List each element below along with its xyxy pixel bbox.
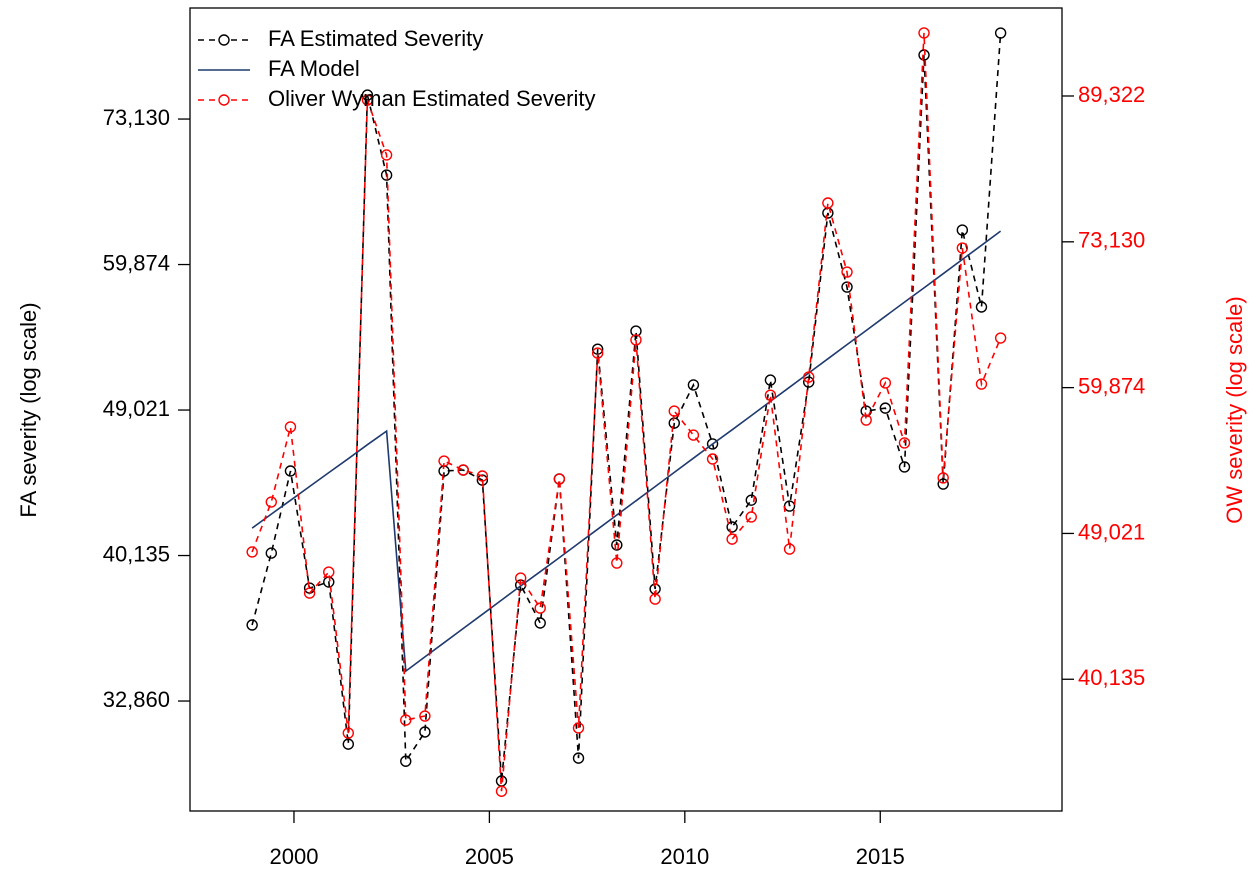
point: [400, 714, 412, 726]
x-tick-label: 2000: [269, 844, 318, 869]
y2-tick-label: 59,874: [1078, 373, 1145, 398]
legend-marker: [218, 34, 230, 46]
point: [246, 619, 258, 631]
point: [514, 572, 527, 584]
point: [630, 325, 642, 337]
y-tick-label: 59,874: [103, 250, 170, 275]
point: [553, 473, 566, 485]
point: [764, 389, 777, 401]
point: [668, 405, 680, 417]
point: [380, 169, 393, 181]
point: [706, 453, 719, 465]
point: [822, 197, 834, 209]
point: [649, 593, 661, 605]
point: [323, 566, 335, 578]
x-tick-label: 2010: [660, 844, 709, 869]
point: [419, 726, 431, 738]
point: [284, 421, 297, 433]
point: [783, 543, 796, 555]
point: [284, 465, 297, 477]
y-tick-label: 40,135: [103, 541, 170, 566]
point: [400, 755, 412, 767]
point: [476, 470, 489, 482]
point: [611, 539, 623, 551]
point: [687, 429, 700, 441]
point: [994, 27, 1007, 39]
point: [879, 377, 892, 389]
point: [898, 437, 911, 449]
point: [726, 533, 738, 545]
legend-label: FA Model: [268, 56, 360, 81]
point: [630, 334, 642, 346]
point: [994, 332, 1007, 344]
point: [898, 461, 911, 473]
point: [745, 494, 757, 506]
point: [841, 281, 853, 293]
point: [803, 371, 815, 383]
y-axis-label: FA severity (log scale): [16, 302, 41, 517]
point: [380, 149, 393, 161]
point: [687, 379, 700, 391]
point: [419, 710, 431, 722]
point: [956, 224, 969, 236]
point: [937, 472, 949, 484]
point: [803, 376, 815, 388]
point: [706, 438, 719, 450]
series-line: [251, 230, 1002, 673]
legend-marker: [218, 94, 230, 106]
point: [246, 546, 258, 558]
point: [361, 94, 374, 106]
point: [303, 587, 316, 599]
y2-axis-label: OW severity (log scale): [1222, 296, 1247, 523]
point: [860, 414, 872, 426]
series-line: [251, 32, 1002, 782]
legend-label: Oliver Wyman Estimated Severity: [268, 86, 595, 111]
x-tick-label: 2015: [856, 844, 905, 869]
point: [937, 478, 949, 490]
y2-tick-label: 89,322: [1078, 82, 1145, 107]
y2-tick-label: 49,021: [1078, 519, 1145, 544]
point: [745, 511, 757, 523]
point: [956, 242, 969, 254]
point: [975, 301, 988, 313]
point: [572, 722, 585, 734]
point: [764, 374, 777, 386]
point: [918, 27, 930, 39]
point: [611, 557, 623, 569]
point: [534, 617, 546, 629]
point: [975, 378, 988, 390]
point: [841, 266, 853, 278]
point: [265, 547, 277, 559]
point: [495, 785, 508, 797]
point: [726, 521, 738, 533]
point: [342, 727, 354, 739]
legend-label: FA Estimated Severity: [268, 26, 483, 51]
plot-frame: [189, 7, 1063, 812]
point: [572, 752, 585, 764]
point: [591, 347, 604, 359]
y-tick-label: 49,021: [103, 396, 170, 421]
point: [342, 738, 354, 750]
y-tick-label: 73,130: [103, 105, 170, 130]
point: [879, 402, 892, 414]
point: [457, 464, 469, 476]
point: [438, 455, 450, 467]
y2-tick-label: 40,135: [1078, 665, 1145, 690]
point: [265, 496, 277, 508]
x-tick-label: 2005: [465, 844, 514, 869]
point: [534, 602, 546, 614]
y-tick-label: 32,860: [103, 687, 170, 712]
y2-tick-label: 73,130: [1078, 228, 1145, 253]
